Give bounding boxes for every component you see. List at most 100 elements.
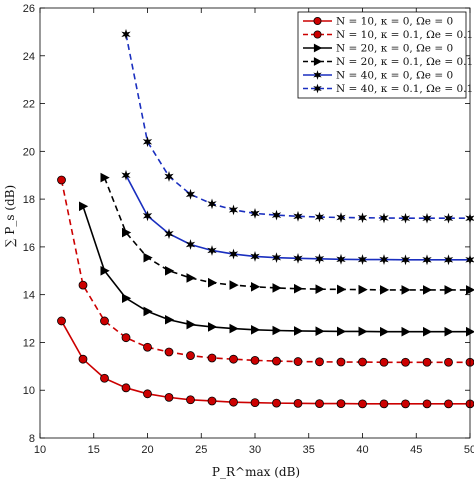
legend-swatch-marker <box>313 83 322 94</box>
data-point <box>423 285 433 295</box>
y-tick-label: 26 <box>23 3 35 15</box>
legend-swatch-marker <box>313 57 323 66</box>
y-tick-label: 18 <box>23 194 35 206</box>
data-point <box>186 319 196 330</box>
legend-item-2: N = 10, κ = 0.1, Ωe = 0.1 <box>303 29 473 41</box>
data-point <box>315 326 325 337</box>
y-tick-label: 14 <box>23 290 35 302</box>
data-point <box>443 254 454 266</box>
data-point <box>293 398 303 408</box>
data-point <box>79 201 89 212</box>
data-point <box>228 204 239 216</box>
data-point <box>228 248 239 260</box>
data-point <box>380 285 390 295</box>
series-3 <box>79 201 474 337</box>
data-point <box>315 399 324 409</box>
x-tick-label: 45 <box>410 444 422 456</box>
data-point <box>357 254 368 265</box>
y-axis-label: ∑ P_s (dB) <box>3 185 17 247</box>
data-point <box>357 212 368 224</box>
data-point <box>272 283 282 293</box>
data-point <box>207 353 217 363</box>
x-tick-label: 10 <box>34 444 46 456</box>
data-point <box>185 239 196 250</box>
data-point <box>400 254 411 266</box>
series-4 <box>100 172 474 295</box>
data-point <box>401 285 411 295</box>
data-point <box>100 172 110 183</box>
x-tick-label: 50 <box>464 444 474 456</box>
data-point <box>401 326 411 337</box>
legend-swatch-marker <box>313 43 323 53</box>
data-point <box>401 399 410 409</box>
legend-label: N = 10, κ = 0.1, Ωe = 0.1 <box>336 29 473 41</box>
data-point <box>121 333 131 343</box>
data-point <box>186 395 195 405</box>
data-point <box>271 252 282 264</box>
data-point <box>208 322 218 332</box>
data-point <box>358 357 367 367</box>
data-point <box>207 198 217 210</box>
y-tick-label: 24 <box>23 51 35 63</box>
data-point <box>293 252 303 264</box>
x-tick-label: 15 <box>88 444 100 456</box>
data-point <box>294 326 304 336</box>
data-point <box>336 399 346 409</box>
legend-swatch-marker <box>313 30 322 39</box>
x-tick-label: 25 <box>195 444 207 456</box>
data-point <box>272 398 281 408</box>
x-tick-label: 20 <box>141 444 153 456</box>
data-point <box>229 323 239 334</box>
data-point <box>379 254 389 265</box>
data-point <box>422 212 432 224</box>
legend-item-4: N = 20, κ = 0.1, Ωe = 0.1 <box>303 56 473 68</box>
y-tick-label: 12 <box>23 337 35 349</box>
data-point <box>229 280 239 290</box>
data-point <box>380 326 390 337</box>
x-axis-label: P_R^max (dB) <box>212 465 300 479</box>
legend-item-3: N = 20, κ = 0, Ωe = 0 <box>303 43 453 55</box>
data-point <box>208 277 218 288</box>
data-point <box>122 227 132 238</box>
data-point <box>443 212 454 224</box>
data-point <box>207 245 217 256</box>
data-point <box>121 169 131 181</box>
legend-item-1: N = 10, κ = 0, Ωe = 0 <box>303 16 453 28</box>
data-point <box>250 398 260 408</box>
legend: N = 10, κ = 0, Ωe = 0N = 10, κ = 0.1, Ωe… <box>297 11 473 99</box>
data-point <box>400 212 411 224</box>
data-point <box>251 281 261 292</box>
data-point <box>444 326 454 337</box>
legend-swatch-marker <box>313 16 322 25</box>
data-point <box>165 265 175 276</box>
data-point <box>293 210 303 222</box>
x-tick-label: 30 <box>249 444 261 456</box>
data-point <box>250 355 260 365</box>
data-point <box>143 389 152 399</box>
data-point <box>422 357 432 367</box>
legend-item-6: N = 40, κ = 0.1, Ωe = 0.1 <box>303 83 473 95</box>
data-point <box>100 316 109 326</box>
data-point <box>293 357 303 366</box>
x-tick-label: 40 <box>356 444 368 456</box>
data-point <box>336 357 346 367</box>
data-point <box>423 326 433 337</box>
series-line-4 <box>103 177 470 291</box>
plot-area <box>57 28 474 409</box>
legend-swatch-marker <box>313 70 322 80</box>
data-point <box>185 188 196 200</box>
data-point <box>229 354 238 364</box>
data-point <box>143 306 153 317</box>
legend-label: N = 20, κ = 0.1, Ωe = 0.1 <box>336 56 473 68</box>
data-point <box>164 392 174 402</box>
data-point <box>121 28 131 40</box>
data-point <box>164 347 174 357</box>
data-point <box>78 354 88 364</box>
series-line-3 <box>82 206 470 333</box>
series-5 <box>121 169 474 266</box>
data-point <box>251 324 261 335</box>
data-point <box>444 285 454 295</box>
legend-label: N = 40, κ = 0.1, Ωe = 0.1 <box>336 83 473 95</box>
data-point <box>78 280 88 290</box>
